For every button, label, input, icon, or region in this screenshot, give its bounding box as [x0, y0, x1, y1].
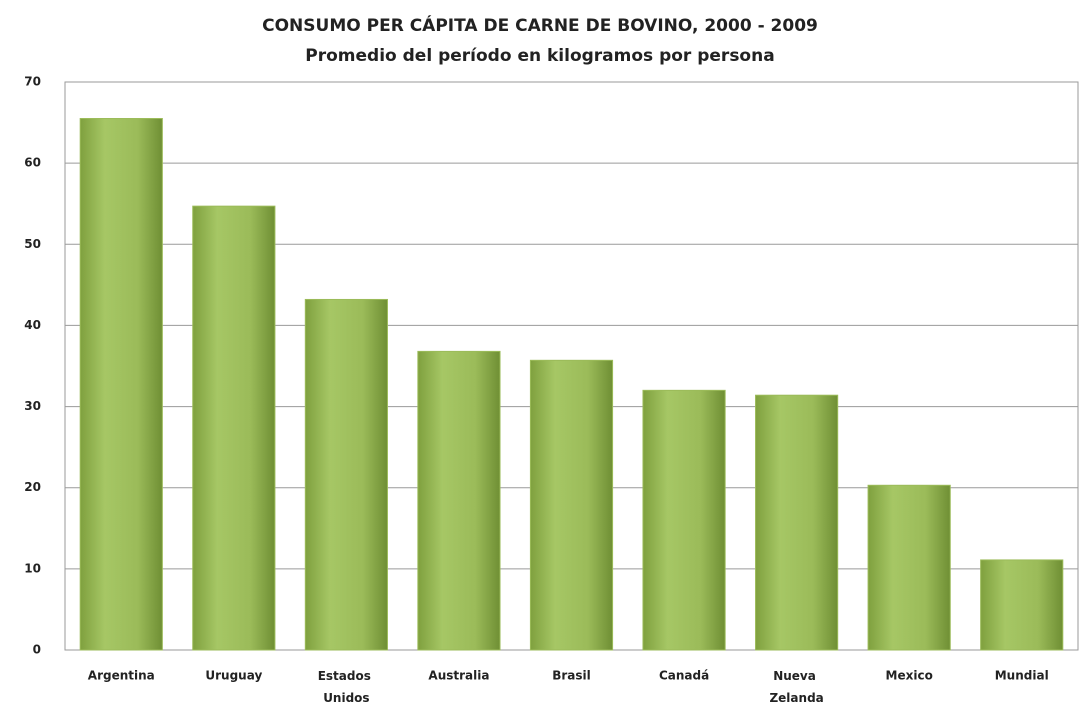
x-tick-label: Estados Unidos [318, 669, 375, 705]
y-tick-label: 40 [24, 318, 41, 332]
y-tick-label: 60 [24, 156, 41, 170]
x-tick-label: Canadá [659, 669, 709, 683]
y-tick-label: 50 [24, 237, 41, 251]
x-tick-label: Argentina [88, 669, 155, 683]
x-tick-label: Mundial [995, 669, 1049, 683]
x-tick-label: Brasil [552, 669, 591, 683]
x-tick-label: Australia [428, 669, 489, 683]
y-tick-label: 10 [24, 561, 41, 575]
x-tick-label: Mexico [886, 669, 933, 683]
y-tick-label: 30 [24, 399, 41, 413]
y-tick-label: 20 [24, 480, 41, 494]
chart-subtitle: Promedio del período en kilogramos por p… [305, 46, 774, 66]
bar [867, 484, 951, 651]
y-tick-label: 0 [33, 643, 41, 657]
bar [642, 389, 726, 651]
chart-title: CONSUMO PER CÁPITA DE CARNE DE BOVINO, 2… [262, 14, 818, 36]
bar [529, 359, 614, 651]
bar [79, 118, 163, 651]
bar [417, 350, 501, 651]
bar [304, 298, 388, 651]
y-tick-label: 70 [24, 75, 41, 89]
x-tick-label: Uruguay [205, 669, 262, 683]
bar [980, 559, 1064, 651]
x-tick-label: Nueva Zelanda [769, 669, 823, 705]
bar [192, 205, 276, 651]
bar [755, 394, 839, 651]
